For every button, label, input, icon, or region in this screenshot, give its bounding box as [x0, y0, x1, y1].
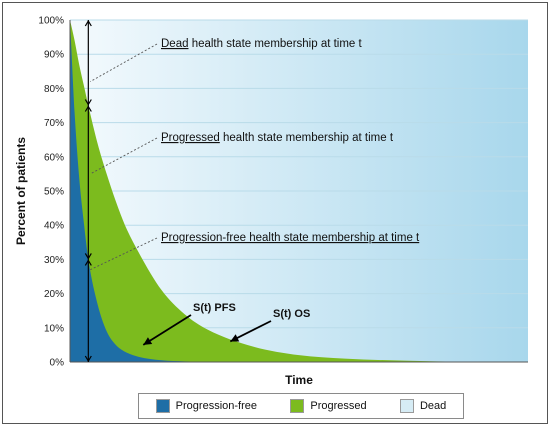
legend-swatch-progressed — [290, 399, 305, 413]
annotation-leader — [90, 137, 158, 175]
y-tick-label: 100% — [38, 16, 64, 27]
y-tick-label: 20% — [44, 289, 64, 300]
y-axis-title: Percent of patients — [14, 137, 28, 245]
annotation-leader — [90, 43, 158, 82]
curve-label-arrowhead — [143, 337, 153, 345]
y-tick-label: 40% — [44, 221, 64, 232]
annotation-underlined: Dead — [161, 38, 189, 50]
annotation-rest: health state membership at time t — [220, 132, 394, 144]
arrowhead — [84, 355, 92, 363]
arrowhead — [84, 19, 92, 27]
x-axis-title: Time — [285, 373, 313, 387]
arrowhead — [84, 99, 92, 106]
legend-swatch-progression-free — [155, 399, 170, 413]
legend-item-progression-free: Progression-free — [155, 399, 257, 413]
annotation-leader — [90, 237, 158, 271]
y-tick-label: 80% — [44, 84, 64, 95]
legend-item-progressed: Progressed — [290, 399, 367, 413]
y-tick-label: 50% — [44, 187, 64, 198]
annotation-rest: health state membership at time t — [189, 38, 363, 50]
annotation-text: Progressed health state membership at ti… — [161, 132, 394, 144]
grid-lines — [70, 19, 528, 363]
legend-label-progression-free: Progression-free — [175, 400, 257, 412]
legend-label-progressed: Progressed — [310, 400, 367, 412]
time-t-marker — [84, 19, 92, 363]
legend-item-dead: Dead — [399, 399, 447, 413]
annotation-underlined: Progressed — [161, 132, 220, 144]
curve-label: S(t) PFS — [193, 302, 236, 314]
curve-label-arrowhead — [230, 334, 240, 342]
y-tick-label: 30% — [44, 255, 64, 266]
arrowhead — [84, 259, 92, 266]
y-tick-label: 60% — [44, 152, 64, 163]
y-tick-label: 10% — [44, 323, 64, 334]
y-tick-label: 0% — [50, 358, 65, 369]
y-tick-labels: 0% 10% 20% 30% 40% 50% 60% 70% 80% 90% 100% — [38, 16, 64, 369]
annotations: Dead health state membership at time tPr… — [90, 38, 420, 346]
y-tick-label: 70% — [44, 118, 64, 129]
y-tick-label: 90% — [44, 50, 64, 61]
legend: Progression-free Progressed Dead — [138, 393, 464, 419]
arrowhead — [84, 105, 92, 112]
arrowhead — [84, 253, 92, 260]
annotation-text: Progression-free health state membership… — [161, 232, 420, 244]
curve-label-arrow — [142, 314, 192, 346]
curve-label: S(t) OS — [273, 308, 310, 320]
legend-swatch-dead — [399, 399, 414, 413]
legend-label-dead: Dead — [419, 400, 447, 412]
progressed-area — [70, 20, 528, 362]
annotation-text: Dead health state membership at time t — [161, 38, 363, 50]
annotation-underlined: Progression-free health state membership… — [161, 232, 420, 244]
